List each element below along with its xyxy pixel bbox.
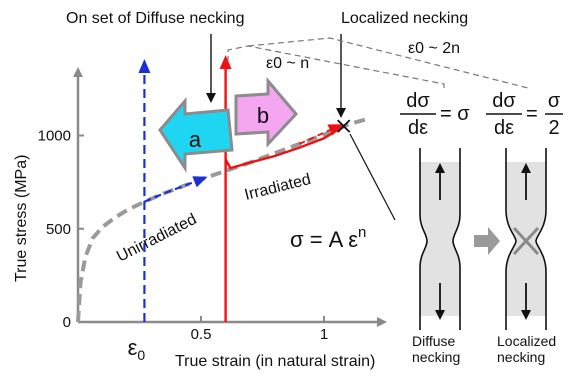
diffuse-necking-label-line2: necking <box>412 349 460 365</box>
x-axis-label: True strain (in natural strain) <box>175 353 375 370</box>
eps-n-label: ε0 ~ n <box>266 55 309 72</box>
y-tick-label-0: 0 <box>63 314 71 331</box>
condition-diffuse-numerator: dσ <box>406 90 430 112</box>
power-law-leader <box>349 133 396 221</box>
eps-2n-label: ε0 ~ 2n <box>408 40 460 57</box>
bracket-eps-2n <box>247 37 529 89</box>
localized-necking-marker-stroke <box>337 119 351 133</box>
arrow-a-label: a <box>189 127 202 152</box>
y-tick-label-1: 500 <box>46 221 71 238</box>
x-tick-label-0: 0.5 <box>191 326 212 343</box>
series-irradiated-label: Irradiated <box>243 171 313 204</box>
y-axis-label: True stress (MPa) <box>13 155 30 282</box>
onset-diffuse-label: On set of Diffuse necking <box>66 10 244 27</box>
series-unirradiated-label: Unirradiated <box>114 211 199 266</box>
arrow-a: a <box>158 96 234 174</box>
diffuse-necking-label-line1: Diffuse <box>412 333 456 349</box>
power-law-exponent: n <box>358 224 366 241</box>
condition-diffuse-denominator: dε <box>408 117 428 139</box>
power-law-base: σ = A ε <box>290 227 358 252</box>
localized-necking-specimen <box>505 148 547 330</box>
condition-localized-denominator: dε <box>494 117 514 139</box>
power-law-label: σ = A εn <box>290 224 366 252</box>
localized-necking-marker <box>337 119 351 133</box>
condition-localized-numerator: dσ <box>492 90 516 112</box>
irradiated-dashed-arrow <box>299 124 343 145</box>
condition-diffuse: dσ dε = σ <box>400 90 470 139</box>
arrow-b: b <box>234 76 299 148</box>
arrow-b-label: b <box>257 103 269 128</box>
series-irradiated-line <box>224 125 345 170</box>
diffuse-necking-specimen <box>419 148 461 330</box>
condition-localized: dσ dε = σ 2 <box>486 90 563 139</box>
epsilon0-label: ε0 <box>128 335 146 363</box>
condition-localized-equals: = <box>526 103 538 125</box>
localized-necking-label-line1: Localized <box>497 333 556 349</box>
condition-localized-rhs-numerator: σ <box>548 90 561 112</box>
localized-necking-label-line2: necking <box>497 349 545 365</box>
x-tick-label-1: 1 <box>320 326 328 343</box>
condition-diffuse-rhs: = σ <box>440 103 470 125</box>
condition-localized-rhs-denominator: 2 <box>548 117 559 139</box>
epsilon0-subscript: 0 <box>137 347 145 363</box>
y-tick-label-2: 1000 <box>38 128 71 145</box>
transition-arrow <box>474 227 500 255</box>
localized-necking-label: Localized necking <box>341 10 468 27</box>
